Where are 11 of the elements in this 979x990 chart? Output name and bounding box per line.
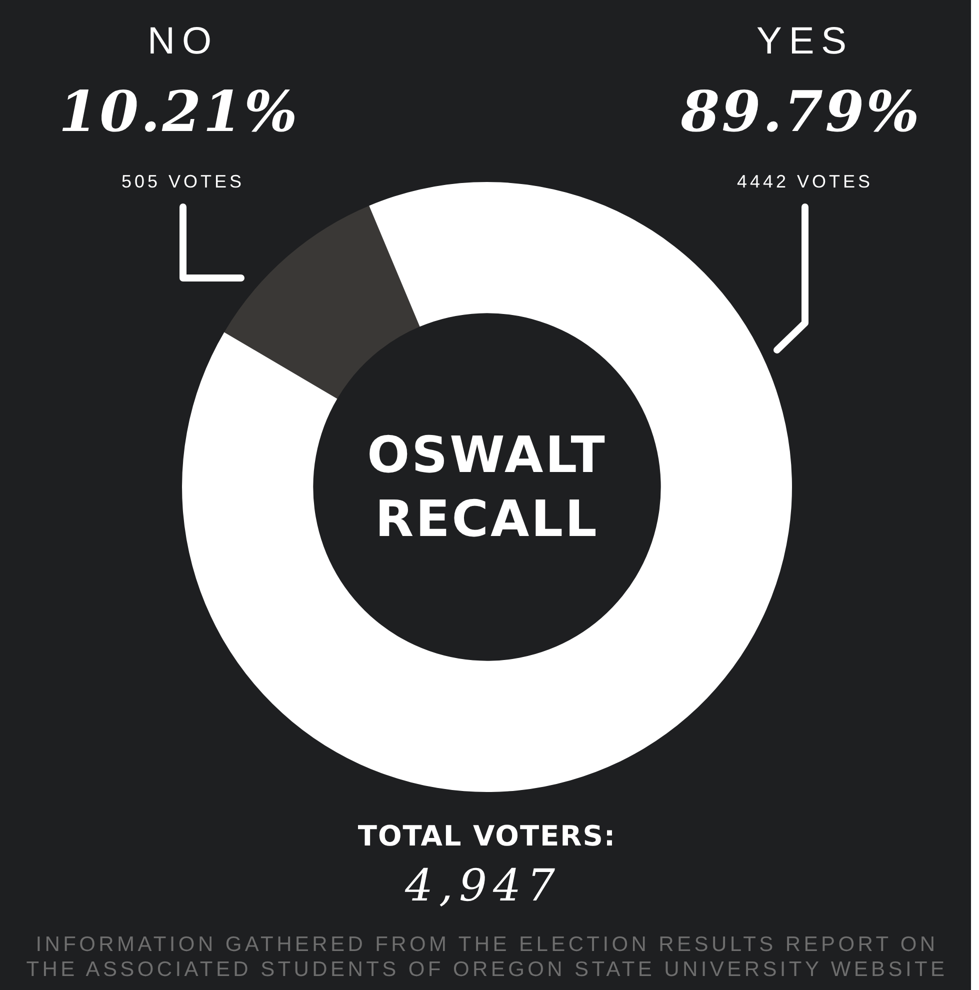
data-label: 89.79% (680, 79, 922, 145)
text: THE ASSOCIATED STUDENTS OF OREGON STATE UNIVERSITY WEBSITE (26, 958, 948, 982)
text: OSWALT RECALL (366, 425, 608, 550)
slice-label: YES (756, 20, 854, 64)
text: INFORMATION GATHERED FROM THE ELECTION RESULTS REPORT ON (36, 933, 938, 957)
text: 4442 VOTES (736, 172, 874, 192)
slice-label: NO (148, 20, 218, 64)
text: 4,947 (405, 860, 561, 912)
text: 505 VOTES (121, 172, 245, 192)
data-label: 10.21% (58, 79, 300, 145)
text: TOTAL VOTERS: (358, 820, 616, 852)
